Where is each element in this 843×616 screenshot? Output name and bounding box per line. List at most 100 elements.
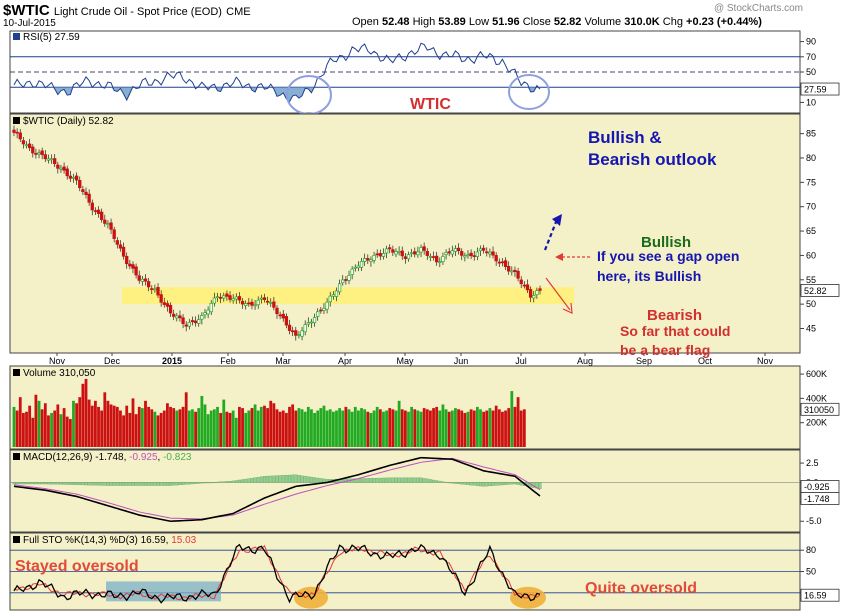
price-candle	[522, 281, 526, 289]
candle-body	[269, 301, 273, 304]
macd-histogram-bar	[306, 476, 310, 483]
candle-body	[87, 193, 91, 203]
price-candle	[206, 306, 210, 319]
macd-histogram-bar	[366, 478, 370, 483]
macd-histogram-bar	[93, 482, 97, 486]
volume-bar	[68, 419, 72, 447]
volume-bar	[28, 405, 32, 447]
volume-bar	[288, 406, 291, 447]
volume-bar	[78, 397, 82, 447]
price-y-tick-7: 50	[806, 299, 816, 309]
bullish-arrow	[543, 221, 558, 251]
outlook-line2: Bearish outlook	[588, 150, 717, 169]
macd-histogram-bar	[303, 475, 307, 483]
volume-bar	[156, 415, 160, 447]
candle-body	[300, 330, 304, 337]
volume-bar	[403, 410, 407, 447]
volume-bar	[172, 408, 176, 447]
sto-d-line	[13, 545, 541, 601]
volume-bar	[447, 411, 451, 447]
price-candle	[40, 147, 44, 160]
macd-title: MACD(12,26,9) -1.748, -0.925, -0.823	[23, 452, 192, 463]
macd-histogram-bar	[206, 482, 210, 484]
candle-body	[212, 297, 217, 304]
macd-histogram-bar	[504, 482, 508, 485]
x-tick-12: Nov	[757, 356, 774, 366]
macd-histogram-bar	[272, 475, 276, 483]
volume-bar	[209, 410, 213, 447]
price-panel	[9, 113, 801, 354]
volume-bar	[112, 405, 116, 447]
open-value: 52.48	[381, 16, 410, 28]
volume-bar	[206, 414, 210, 447]
macd-histogram-bar	[485, 482, 489, 487]
price-candle	[472, 250, 476, 261]
volume-bar	[103, 392, 107, 447]
price-candle	[528, 286, 533, 303]
macd-histogram-bar	[175, 482, 179, 486]
price-candle	[438, 257, 442, 268]
candle-body	[256, 299, 260, 306]
candle-body	[178, 315, 182, 319]
macd-histogram-bar	[316, 477, 320, 483]
price-candle	[281, 309, 285, 322]
volume-bar	[212, 409, 216, 447]
price-candle	[503, 257, 508, 271]
volume-bar	[231, 410, 235, 447]
price-candle	[316, 308, 320, 321]
volume-bar	[97, 406, 100, 447]
volume-bar	[331, 411, 335, 447]
volume-bar	[194, 411, 197, 447]
macd-histogram-bar	[482, 482, 486, 487]
candle-body	[134, 266, 138, 276]
volume-bar	[350, 411, 354, 447]
macd-histogram-bar	[87, 482, 91, 486]
price-candle	[400, 246, 404, 260]
outlook-line1: Bullish &	[588, 128, 662, 147]
macd-histogram-bar	[140, 482, 144, 486]
candle-body	[121, 246, 126, 257]
volume-bar	[228, 412, 232, 447]
volume-bar	[416, 410, 420, 447]
candle-body	[131, 264, 135, 269]
price-y-tick-2: 75	[806, 177, 816, 187]
candle-body	[431, 256, 436, 258]
volume-bar	[413, 409, 417, 447]
volume-bar	[244, 412, 248, 447]
candle-body	[68, 175, 73, 179]
macd-histogram-bar	[228, 481, 232, 483]
volume-last-value-box	[800, 402, 840, 416]
macd-histogram-bar	[84, 482, 88, 486]
macd-histogram-bar	[81, 482, 85, 486]
macd-histogram-bar	[450, 482, 454, 484]
price-candle	[309, 318, 314, 328]
x-tick-1: Dec	[104, 356, 121, 366]
price-candle	[28, 138, 32, 151]
macd-histogram-bar	[153, 482, 157, 486]
candle-body	[162, 302, 166, 305]
candle-body	[522, 284, 526, 287]
macd-histogram-bar	[494, 482, 498, 486]
volume-bar	[341, 410, 345, 447]
macd-histogram-bar	[288, 474, 291, 483]
bear-flag-line2: be a bear flag	[620, 342, 711, 358]
rsi-y-tick-2: 50	[806, 67, 816, 77]
sto-last-value-box	[800, 588, 840, 602]
volume-bar	[513, 406, 517, 447]
volume-bar	[313, 412, 316, 447]
gap-arrow-head	[555, 253, 563, 261]
chg-value: +0.23 (+0.44%)	[686, 16, 762, 28]
candle-body	[359, 261, 364, 268]
volume-bar	[253, 404, 257, 447]
volume-bar	[435, 406, 439, 447]
price-candle	[53, 154, 57, 167]
volume-bar	[225, 411, 229, 447]
candle-body	[159, 294, 163, 303]
macd-histogram-bar	[222, 481, 226, 483]
candle-body	[406, 254, 411, 260]
macd-title-part-3: -0.823	[163, 452, 192, 463]
macd-histogram-bar	[65, 482, 69, 485]
macd-histogram-bar	[454, 482, 457, 484]
macd-histogram-bar	[403, 477, 407, 483]
macd-histogram-bar	[181, 482, 185, 485]
